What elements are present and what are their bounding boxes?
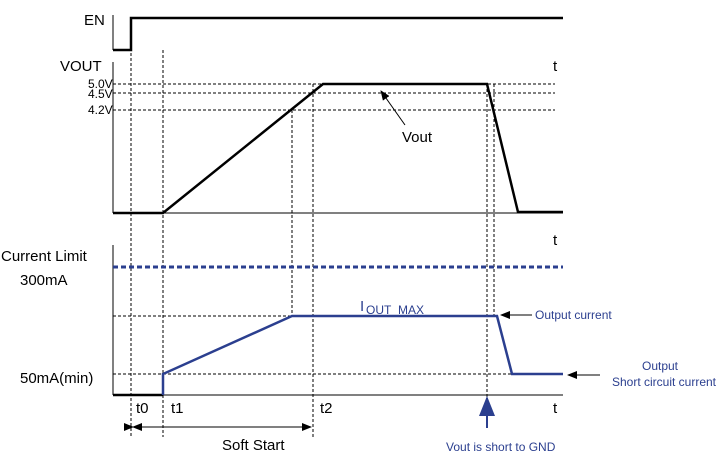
- short-circuit-label: Output: [642, 359, 679, 373]
- soft-start-left-head: [132, 423, 142, 431]
- en-label: EN: [84, 12, 105, 29]
- min-current-label: 50mA(min): [20, 370, 93, 387]
- level-label: 5.0V: [88, 77, 113, 91]
- axis-t: t: [553, 232, 558, 249]
- short-circuit-label: Short circuit current: [612, 375, 717, 389]
- current-limit-label: Current Limit: [1, 248, 88, 265]
- vout-arrow: [380, 90, 406, 126]
- current-limit-value: 300mA: [20, 272, 68, 289]
- axis-t: t: [553, 400, 558, 417]
- vout-label: VOUT: [60, 58, 102, 75]
- level-label: 4.5V: [88, 87, 113, 101]
- time-marker: t0: [136, 400, 149, 417]
- time-marker: t1: [171, 400, 184, 417]
- axes: [112, 15, 563, 396]
- soft-start-label: Soft Start: [222, 437, 285, 453]
- en-signal: [113, 16, 563, 52]
- vout-annotation: Vout: [402, 129, 433, 146]
- output-current-label: Output current: [535, 308, 612, 322]
- vout-signal: [113, 82, 563, 215]
- max-current-subscript: OUT_MAX: [366, 303, 424, 317]
- current-signal: [161, 314, 563, 395]
- guide-lines: [113, 18, 555, 437]
- level-label: 4.2V: [88, 103, 113, 117]
- max-current-label: I: [360, 298, 364, 315]
- time-marker: t2: [320, 400, 333, 417]
- axis-t: t: [553, 58, 558, 75]
- short-event-label: Vout is short to GND: [446, 440, 556, 453]
